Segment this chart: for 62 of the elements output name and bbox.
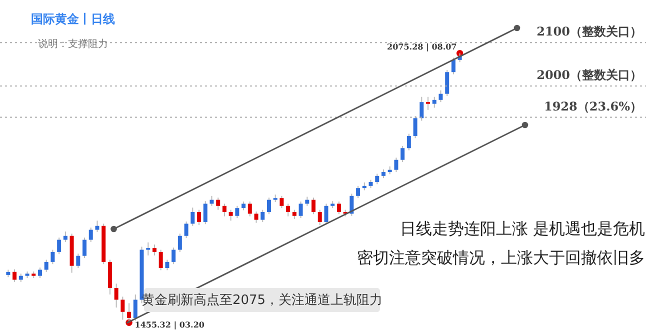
candlestick	[438, 90, 443, 103]
candlestick	[146, 242, 150, 256]
candlestick	[260, 209, 265, 222]
candlestick	[426, 96, 430, 110]
candlestick	[432, 96, 436, 108]
candlestick	[356, 185, 360, 199]
candlestick	[197, 209, 202, 226]
candlestick	[336, 201, 341, 215]
candlestick	[318, 209, 322, 226]
candlestick	[420, 96, 424, 122]
candlestick	[222, 203, 226, 217]
candlestick	[114, 283, 118, 308]
text: 说明：支撑阻力	[38, 38, 108, 50]
candlestick	[292, 209, 296, 220]
annotation: 日线走势连阳上涨 是机遇也是危机	[400, 219, 645, 238]
candlestick	[203, 200, 208, 225]
candlestick	[50, 249, 55, 265]
candlestick	[324, 203, 328, 225]
candlestick	[280, 195, 284, 209]
ref-line-label: 2100（整数关口）	[536, 24, 642, 39]
candlestick	[451, 57, 456, 75]
candlestick	[406, 133, 411, 151]
ref-line-label: 2000（整数关口）	[536, 68, 642, 82]
candlestick	[445, 69, 450, 96]
annotation: 密切注意突破情况，上涨大于回撤依旧多	[357, 248, 645, 267]
candlestick	[235, 205, 240, 219]
annotation: 黄金刷新高点至2075，关注通道上轨阻力	[141, 292, 383, 308]
candlestick	[298, 201, 303, 219]
candlestick	[312, 197, 316, 215]
candlestick	[38, 267, 42, 279]
candlestick	[76, 253, 80, 269]
candlestick	[178, 233, 182, 252]
candlestick	[394, 157, 398, 173]
annotation: 1455.32 | 03.20	[134, 320, 205, 330]
candlestick	[12, 268, 17, 282]
text: 国际黄金丨日线	[31, 12, 115, 26]
annotation: 2075.28 | 08.07	[387, 41, 457, 52]
candlestick	[82, 237, 87, 259]
candlestick	[216, 197, 220, 210]
candlestick	[172, 247, 176, 265]
candlestick	[57, 237, 62, 255]
candlestick	[88, 227, 93, 242]
candlestick	[120, 296, 125, 320]
candlestick	[63, 231, 68, 242]
candlestick	[286, 203, 290, 217]
candlestick	[133, 294, 138, 322]
candlestick	[95, 220, 100, 232]
candlestick	[248, 201, 252, 217]
candlestick	[254, 211, 258, 224]
candlestick	[375, 173, 380, 185]
candlestick	[165, 259, 170, 271]
candlestick	[413, 115, 418, 139]
candlestick	[158, 249, 163, 271]
candlestick	[44, 259, 48, 272]
candlestick	[350, 193, 354, 216]
candlestick	[152, 244, 156, 256]
candlestick	[266, 197, 271, 215]
candlestick	[228, 209, 233, 222]
candlestick	[190, 207, 195, 226]
ref-line-label: 1928（23.6%）	[544, 99, 642, 114]
candlestick	[400, 145, 405, 163]
candlestick	[184, 221, 188, 239]
